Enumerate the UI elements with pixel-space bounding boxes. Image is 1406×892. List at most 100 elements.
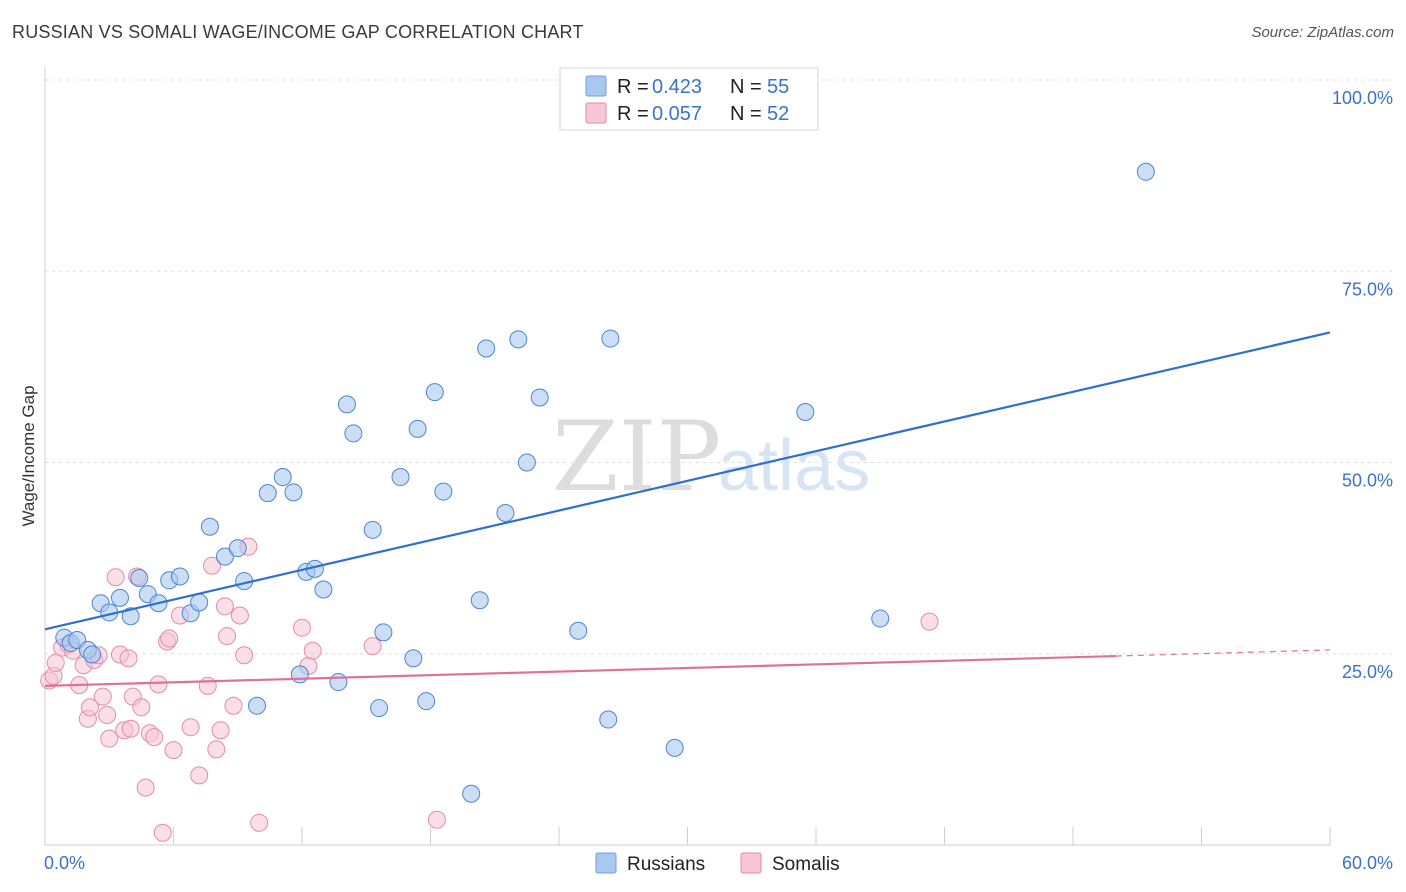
russians-point: [462, 784, 481, 803]
somalis-point: [164, 741, 183, 760]
russians-point: [496, 503, 515, 522]
russians-point: [665, 738, 684, 757]
legend-russians-label: Russians: [627, 854, 705, 875]
y-tick-label-75: 75.0%: [1342, 279, 1393, 299]
russians-point: [477, 339, 496, 358]
somalis-n-value: 52: [767, 103, 789, 125]
russians-point: [363, 520, 382, 539]
russians-point: [530, 388, 549, 407]
somalis-point: [80, 698, 99, 717]
russians-point: [121, 607, 140, 626]
somalis-point: [132, 698, 151, 717]
somalis-point: [920, 612, 939, 631]
legend-somalis-label: Somalis: [772, 854, 840, 875]
somalis-point: [293, 618, 311, 637]
russians-point: [130, 569, 149, 588]
russians-r-label: R =: [617, 76, 649, 98]
russians-point: [284, 483, 303, 502]
russians-point: [404, 649, 423, 668]
somalis-point: [215, 597, 234, 616]
russians-point: [200, 517, 219, 536]
russians-point: [83, 645, 102, 664]
trend-lines: [44, 331, 1331, 687]
russians-point: [601, 329, 620, 348]
russians-point: [215, 547, 234, 566]
russians-point: [170, 567, 189, 586]
legend-russians-swatch: [595, 852, 617, 874]
russians-trend-line: [44, 331, 1331, 631]
somalis-point: [427, 810, 446, 829]
somalis-point: [303, 641, 322, 660]
somalis-point: [98, 705, 117, 724]
russians-n-label: N =: [730, 76, 762, 98]
somalis-point: [224, 696, 243, 715]
somalis-trend-extension: [1115, 649, 1331, 657]
chart-title: RUSSIAN VS SOMALI WAGE/INCOME GAP CORREL…: [12, 22, 584, 42]
x-ticks: [173, 827, 1331, 845]
russians-swatch: [585, 75, 607, 97]
somalis-point: [149, 675, 168, 694]
somalis-point: [145, 728, 164, 747]
russians-point: [569, 621, 588, 640]
somalis-point: [203, 556, 222, 575]
somalis-point: [100, 729, 119, 748]
y-tick-label-50: 50.0%: [1342, 471, 1393, 491]
y-tick-label-25: 25.0%: [1342, 662, 1393, 682]
series-legend: Russians Somalis: [595, 852, 840, 875]
russians-point: [796, 403, 815, 422]
russians-point: [470, 591, 489, 610]
russians-point: [258, 484, 277, 503]
y-tick-label-100: 100.0%: [1332, 88, 1393, 108]
russians-point: [1136, 162, 1155, 181]
somalis-point: [136, 778, 155, 797]
somalis-point: [153, 823, 172, 842]
somalis-point: [121, 719, 140, 738]
somalis-point: [363, 637, 382, 656]
somalis-point: [160, 629, 179, 648]
russians-point: [110, 588, 129, 607]
russians-point: [434, 482, 453, 501]
somalis-point: [181, 718, 200, 737]
gridlines: [45, 79, 1393, 655]
somalis-point: [190, 766, 209, 785]
russians-point: [517, 453, 536, 472]
somalis-point: [211, 721, 230, 740]
somalis-point: [235, 646, 254, 665]
somalis-point: [230, 606, 249, 625]
somalis-swatch: [585, 102, 607, 124]
legend-somalis-swatch: [740, 852, 762, 874]
somalis-point: [207, 740, 226, 759]
russians-point: [599, 710, 618, 729]
watermark-zip: ZIP: [552, 401, 721, 513]
russians-point: [417, 692, 436, 711]
russians-series: [55, 162, 1155, 803]
russians-n-value: 55: [767, 76, 789, 98]
somalis-point: [119, 649, 138, 668]
russians-point: [425, 383, 444, 402]
y-axis-title: Wage/Income Gap: [19, 385, 38, 526]
russians-point: [871, 609, 890, 628]
somalis-point: [106, 568, 125, 587]
russians-point: [248, 696, 267, 715]
russians-r-value: 0.423: [652, 76, 702, 98]
somalis-r-label: R =: [617, 103, 649, 125]
somalis-r-value: 0.057: [652, 103, 702, 125]
somalis-n-label: N =: [730, 103, 762, 125]
russians-point: [329, 673, 348, 692]
somalis-point: [93, 687, 112, 706]
russians-point: [509, 330, 528, 349]
watermark-atlas: atlas: [718, 426, 870, 506]
russians-point: [290, 665, 309, 684]
russians-point: [314, 580, 333, 599]
somalis-point: [250, 813, 269, 832]
somalis-point: [46, 653, 65, 672]
russians-point: [374, 623, 393, 642]
somalis-point: [218, 627, 237, 646]
russians-point: [337, 395, 356, 414]
russians-point: [190, 593, 209, 612]
x-tick-label-min: 0.0%: [44, 853, 85, 873]
russians-point: [273, 468, 292, 487]
somalis-series: [40, 537, 939, 842]
somalis-point: [198, 676, 217, 695]
